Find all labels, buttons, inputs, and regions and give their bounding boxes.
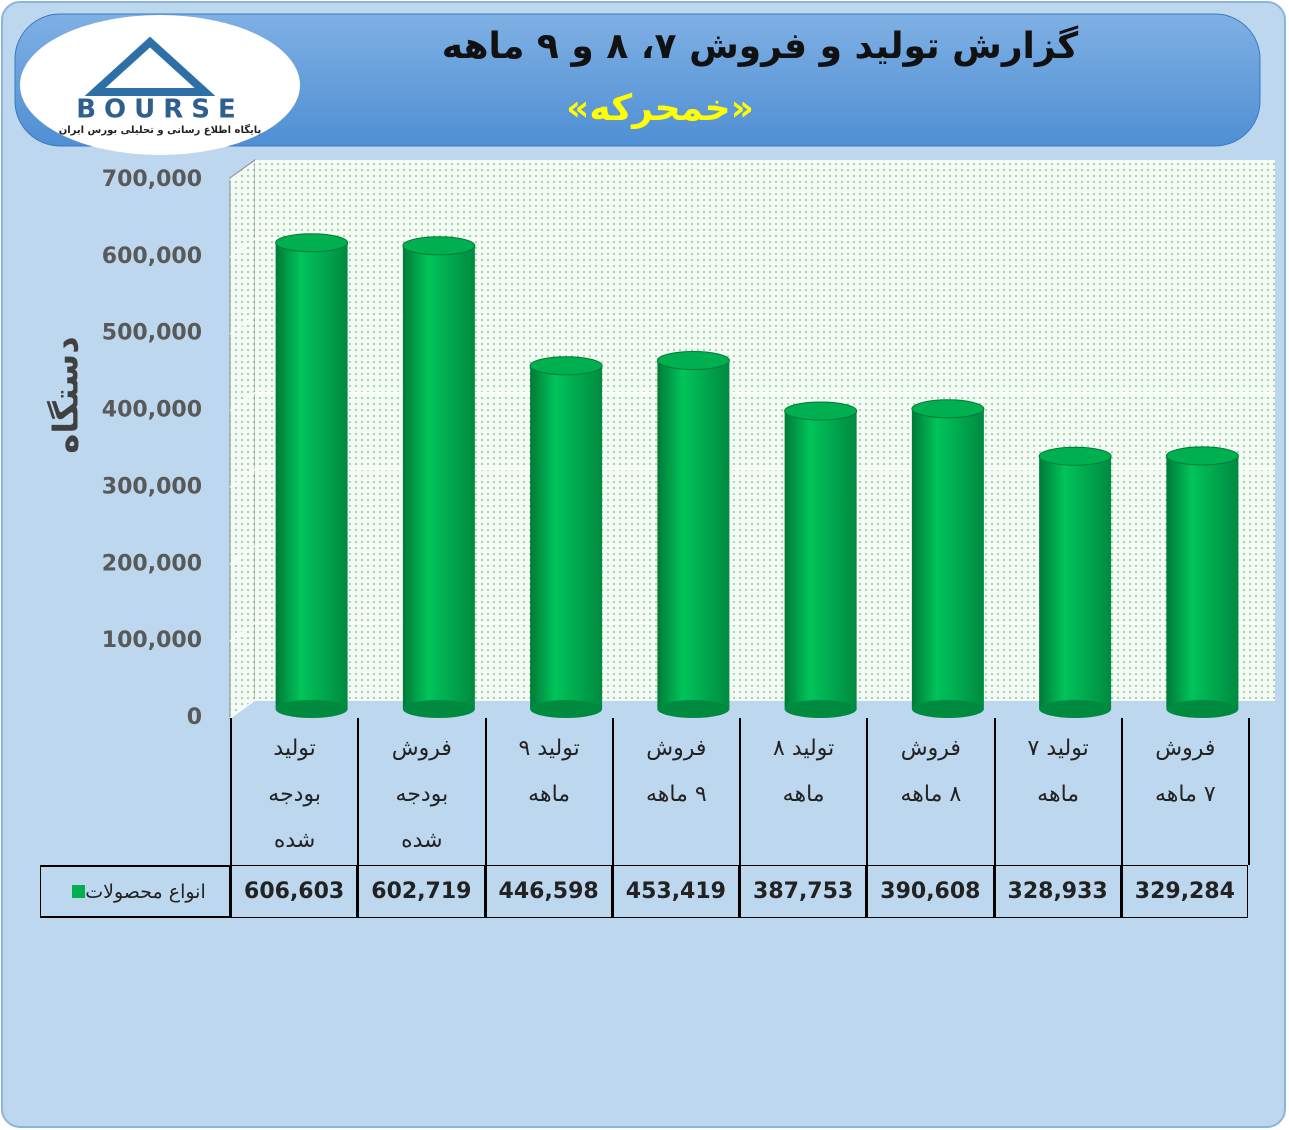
bar-cap [656,351,730,371]
legend-swatch [72,885,86,898]
logo-tagline: پایگاه اطلاع رسانی و تحلیلی بورس ایران [59,123,262,136]
bar-base [1039,700,1112,718]
bar [275,242,348,709]
x-tick-label: فروش ۹ ماهه [611,718,739,865]
y-tick-label: 600,000 [102,244,202,269]
grid-line [229,238,1275,258]
y-tick-label: 500,000 [102,321,202,346]
bar-base [657,700,730,718]
bar-base [911,700,984,718]
bar-base [402,700,475,718]
grid-line [229,161,1275,181]
y-tick-label: 0 [187,705,202,730]
data-label: 387,753 [739,865,867,918]
bar-cap [784,401,858,421]
data-label: 446,598 [484,865,612,918]
bar [657,360,730,709]
y-tick-label: 100,000 [102,628,202,653]
x-tick-label: تولید بودجه شده [230,718,357,865]
grid-line [229,391,1275,412]
bar [1166,455,1239,709]
data-label: 606,603 [230,865,358,918]
bar-cap [402,236,476,256]
bar [1039,456,1112,709]
bar-base [784,700,857,718]
chart-title: گزارش تولید و فروش ۷، ۸ و ۹ ماهه [442,25,1079,67]
bar [530,365,603,709]
table-edge [1248,718,1250,865]
x-tick-label: تولید ۷ ماهه [993,718,1121,865]
bar-cap [529,356,603,376]
x-tick-label: فروش ۸ ماهه [866,718,993,865]
bar [784,410,857,709]
grid-line [229,314,1275,335]
data-label: 390,608 [866,865,994,918]
data-label: 328,933 [993,865,1121,918]
data-label: 329,284 [1120,865,1248,918]
legend-cell [40,865,230,918]
y-axis-label: دستگاه [47,336,87,453]
x-tick-label: فروش ۷ ماهه [1120,718,1248,865]
title-banner [14,13,1261,147]
bar [911,408,984,709]
bar-cap [1038,446,1112,466]
logo-name: BOURSE [76,95,244,125]
x-tick-label: فروش بودجه شده [357,718,484,865]
y-tick-label: 400,000 [102,398,202,423]
bar-base [530,700,603,718]
bar-cap [275,233,349,253]
side-wall [229,159,256,719]
logo-bg [20,15,300,155]
bar [402,245,475,709]
bar-base [275,700,348,718]
bar-cap [911,399,985,419]
x-tick-label: تولید ۹ ماهه [484,718,612,865]
logo-icon [84,36,216,96]
x-tick-label: تولید ۸ ماهه [739,718,866,865]
bar-cap [1165,446,1239,466]
y-tick-label: 200,000 [102,551,202,576]
y-tick-label: 300,000 [102,474,202,499]
bar-base [1166,700,1239,718]
chart-subtitle: «خمحرکه» [566,88,754,129]
legend-entry: انواع محصولات [40,865,230,918]
data-label: 453,419 [611,865,739,918]
y-tick-label: 700,000 [102,167,202,192]
data-label: 602,719 [357,865,485,918]
